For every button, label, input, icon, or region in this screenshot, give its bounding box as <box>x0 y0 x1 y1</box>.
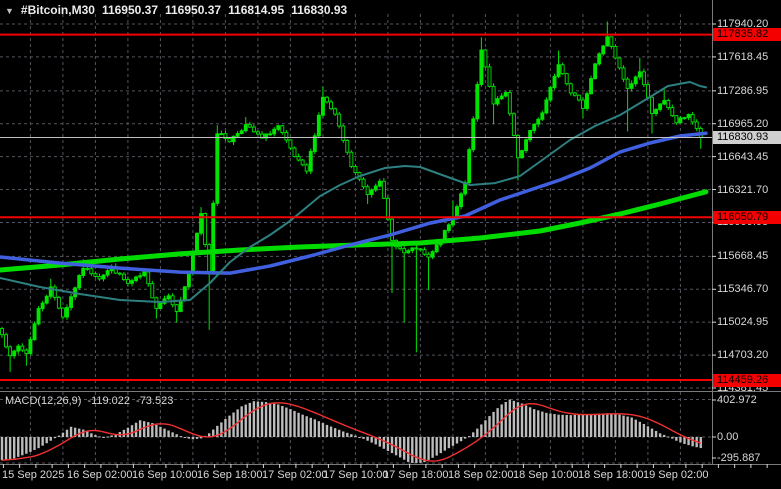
ohlc-close: 116830.93 <box>291 3 348 17</box>
price-axis-label: 117940.20 <box>717 18 769 30</box>
ohlc-low: 116814.95 <box>228 3 285 17</box>
chart-title: ▼ #Bitcoin,M30 116950.37 116950.37 116814.95… <box>5 3 354 17</box>
price-axis-label: 115668.45 <box>717 250 769 262</box>
time-axis-label: 17 Sep 02:00 <box>262 469 328 481</box>
price-axis-label: 115346.70 <box>717 283 769 295</box>
time-axis-label: 18 Sep 10:00 <box>513 469 579 481</box>
price-line-badge: 114459.26 <box>713 374 781 387</box>
symbol-timeframe: #Bitcoin,M30 <box>20 3 95 17</box>
symbol-marker-icon: ▼ <box>5 6 14 16</box>
time-axis-label: 17 Sep 10:00 <box>323 469 389 481</box>
price-axis-label: 115024.95 <box>717 316 769 328</box>
price-axis-label: 116965.20 <box>717 118 769 130</box>
time-axis-label: 18 Sep 02:00 <box>448 469 514 481</box>
ohlc-high: 116950.37 <box>165 3 222 17</box>
price-line-badge: 117835.82 <box>713 28 781 41</box>
price-axis-label: 114703.20 <box>717 349 769 361</box>
current-price-badge: 116830.93 <box>713 131 781 144</box>
macd-value: -119.022 <box>87 395 131 407</box>
price-axis-label: 117286.95 <box>717 85 769 97</box>
price-axis-label: 116643.45 <box>717 151 769 163</box>
time-axis-label: 16 Sep 02:00 <box>67 469 133 481</box>
time-axis-label: 16 Sep 10:00 <box>132 469 198 481</box>
macd-axis-label: -295.887 <box>717 452 761 464</box>
price-axis-label: 114381.45 <box>717 382 769 394</box>
time-axis-label: 15 Sep 2025 <box>2 469 65 481</box>
macd-axis-label: 0.00 <box>717 431 739 443</box>
macd-signal-value: -73.523 <box>136 395 174 407</box>
macd-axis-label: 402.972 <box>717 394 757 406</box>
main-chart-area[interactable] <box>0 14 712 391</box>
time-axis-label: 16 Sep 18:00 <box>197 469 263 481</box>
time-axis-label: 19 Sep 02:00 <box>643 469 709 481</box>
price-axis-label: 116321.70 <box>717 184 769 196</box>
price-axis-label: 117618.45 <box>717 51 769 63</box>
macd-name: MACD(12,26,9) <box>5 395 82 407</box>
ohlc-open: 116950.37 <box>101 3 158 17</box>
macd-indicator-label: MACD(12,26,9) -119.022 -73.523 <box>5 395 179 407</box>
time-axis-label: 18 Sep 18:00 <box>578 469 644 481</box>
price-line-badge: 116050.79 <box>713 211 781 224</box>
time-axis-label: 17 Sep 18:00 <box>383 469 449 481</box>
